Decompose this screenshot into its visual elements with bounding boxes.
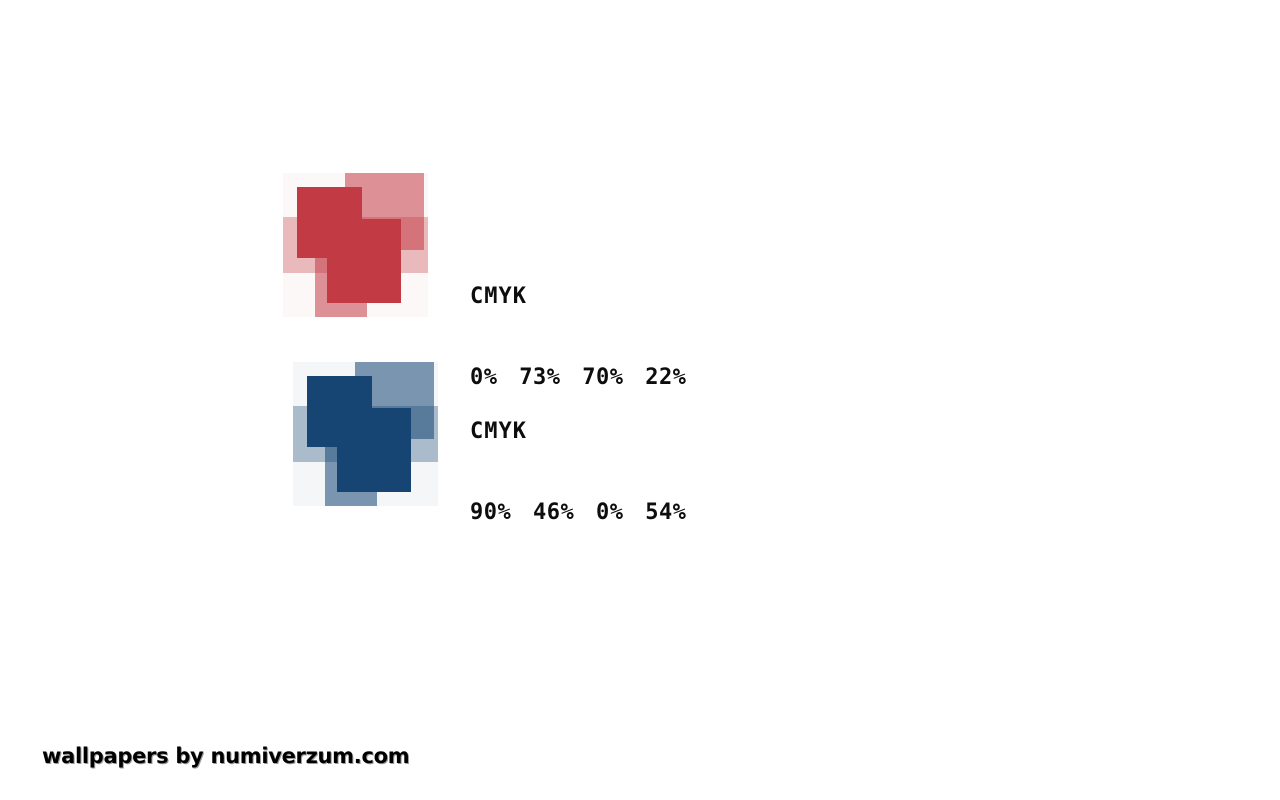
- cmyk-values-red: 0% 73% 70% 22%: [470, 365, 687, 390]
- swatch-red-solid-square-b: [327, 219, 401, 303]
- color-swatch-blue: [293, 362, 438, 506]
- cmyk-info-blue: CMYK 90% 46% 0% 54%: [470, 364, 686, 580]
- cmyk-label-blue: CMYK: [470, 419, 527, 444]
- cmyk-values-blue: 90% 46% 0% 54%: [470, 500, 687, 525]
- cmyk-info-red: CMYK 0% 73% 70% 22%: [470, 229, 686, 445]
- swatch-blue-solid-square-b: [337, 408, 411, 492]
- watermark-text: wallpapers by numiverzum.com: [42, 744, 410, 768]
- cmyk-label-red: CMYK: [470, 284, 527, 309]
- color-swatch-red: [283, 173, 428, 317]
